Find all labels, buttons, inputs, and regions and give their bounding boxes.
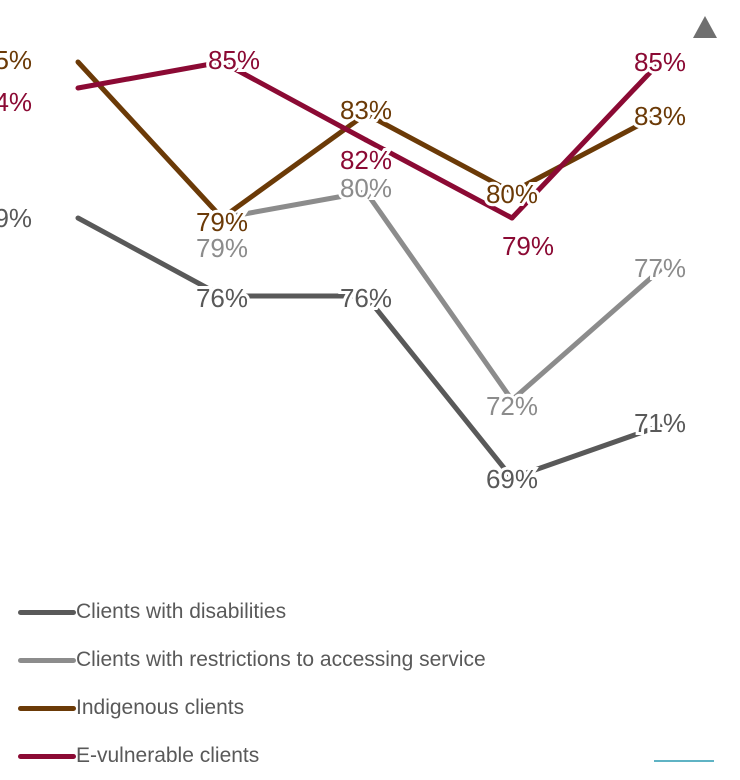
series-2-segment-0 [75,59,225,221]
data-label-series-2-point-1: 79% [196,207,248,237]
series-1-segment-0 [219,189,369,221]
series-2-segment-1 [219,111,369,221]
line-chart: 79%76%76%69%71%79%80%72%77%85%79%83%80%8… [0,16,717,497]
legend-label: E-vulnerable clients [76,744,260,767]
series-3-segment-0 [75,59,225,91]
data-label-series-1-point-1: 79% [196,233,248,263]
data-label-series-3-point-1: 85% [208,45,260,75]
series-1-segment-1 [363,189,515,403]
legend-label: Clients with restrictions to accessing s… [76,648,486,671]
series-1-segment-2 [509,267,663,403]
data-label-series-2-point-3: 80% [486,179,538,209]
legend-item-e-vulnerable: E-vulnerable clients [18,732,486,780]
data-label-series-1-point-4: 77% [634,253,686,283]
series-2-segment-3 [509,111,663,195]
legend-swatch [18,753,76,759]
data-label-series-1-point-2: 80% [340,173,392,203]
data-label-series-2-point-0: 85% [0,45,32,75]
legend-swatch [18,609,76,615]
data-labels: 79%76%76%69%71%79%80%72%77%85%79%83%80%8… [0,42,689,497]
series-0-segment-3 [509,423,663,481]
data-label-series-1-point-3: 72% [486,391,538,421]
legend-swatch [18,705,76,711]
data-label-series-3-point-0: 84% [0,87,32,117]
data-label-series-3-point-4: 85% [634,47,686,77]
data-label-series-0-point-3: 69% [486,464,538,494]
series-3-segment-3 [509,59,663,221]
series-2-segment-2 [363,111,515,195]
data-label-series-3-point-3: 79% [502,231,554,261]
legend-item-indigenous: Indigenous clients [18,684,486,732]
series-3-segment-2 [363,137,515,221]
legend-item-restrictions: Clients with restrictions to accessing s… [18,636,486,684]
data-label-series-2-point-4: 83% [634,101,686,131]
data-label-series-2-point-2: 83% [340,95,392,125]
triangle-up-icon [693,16,717,38]
series-0-segment-2 [363,293,515,481]
series-lines [75,59,663,481]
data-label-series-0-point-1: 76% [196,283,248,313]
data-label-series-0-point-0: 79% [0,203,32,233]
legend: Clients with disabilities Clients with r… [18,588,486,780]
corner-accent [654,760,714,762]
data-label-series-3-point-2: 82% [340,145,392,175]
series-0-segment-0 [75,215,225,299]
legend-label: Clients with disabilities [76,600,287,623]
data-label-series-0-point-4: 71% [634,408,686,438]
legend-item-disabilities: Clients with disabilities [18,588,486,636]
data-label-series-0-point-2: 76% [340,283,392,313]
series-3-segment-1 [219,59,369,143]
legend-label: Indigenous clients [76,696,245,719]
legend-swatch [18,657,76,663]
